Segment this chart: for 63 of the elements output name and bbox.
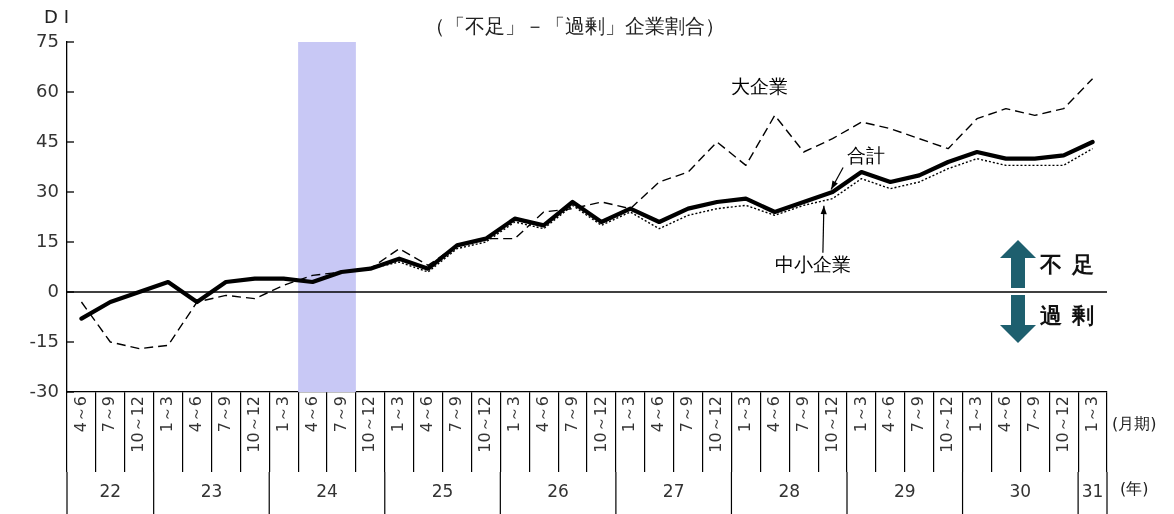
x-tick-label: 10～12 <box>590 396 610 453</box>
x-tick-label: 7～9 <box>330 396 350 433</box>
x2-tick-label: 31 <box>1081 480 1104 501</box>
x-tick-label: 4～6 <box>301 396 321 433</box>
y-tick-label: 75 <box>36 29 59 51</box>
annotation: 不足 <box>1040 252 1104 278</box>
x-tick-label: 7～9 <box>446 396 466 433</box>
x-tick-label: 1～3 <box>503 396 523 433</box>
y-tick-label: 45 <box>36 129 59 151</box>
x-tick-label: 7～9 <box>561 396 581 433</box>
y-tick-label: 60 <box>36 79 59 101</box>
x-axis-title: (月期) <box>1112 414 1157 434</box>
x-tick-label: 10～12 <box>128 396 148 453</box>
y-tick-label: 0 <box>47 279 59 301</box>
x-tick-label: 1～3 <box>850 396 870 433</box>
x-tick-label: 4～6 <box>763 396 783 433</box>
annotation: 過剰 <box>1040 303 1104 329</box>
x-tick-label: 4～6 <box>417 396 437 433</box>
x-tick-label: 7～9 <box>215 396 235 433</box>
x-tick-label: 1～3 <box>157 396 177 433</box>
x-tick-label: 10～12 <box>475 396 495 453</box>
series-label: 大企業 <box>731 75 789 98</box>
x2-axis-title: (年) <box>1120 479 1149 499</box>
y-tick-label: 30 <box>36 179 59 201</box>
x-tick-label: 10～12 <box>937 396 957 453</box>
series-label: 合計 <box>847 143 886 166</box>
x-tick-label: 4～6 <box>648 396 668 433</box>
x2-tick-label: 22 <box>99 480 122 501</box>
x-tick-label: 10～12 <box>1052 396 1072 453</box>
y-axis-title: D I <box>44 5 69 27</box>
x-tick-label: 1～3 <box>1081 396 1101 433</box>
x2-tick-label: 26 <box>547 480 569 501</box>
chart-title: （「不足」－「過剰」企業割合） <box>425 14 725 39</box>
x2-tick-label: 27 <box>662 480 685 501</box>
x2-tick-label: 30 <box>1009 480 1032 501</box>
x-tick-label: 10～12 <box>359 396 379 453</box>
x-tick-label: 7～9 <box>908 396 928 433</box>
x-tick-label: 7～9 <box>99 396 119 433</box>
x-tick-label: 1～3 <box>735 396 755 433</box>
x2-tick-label: 24 <box>316 480 338 501</box>
x-tick-label: 1～3 <box>388 396 408 433</box>
x2-tick-label: 28 <box>778 480 801 501</box>
x2-tick-label: 25 <box>431 480 454 501</box>
x-tick-label: 4～6 <box>995 396 1015 433</box>
y-tick-label: 15 <box>36 229 59 251</box>
x-tick-label: 1～3 <box>272 396 292 433</box>
series-label: 中小企業 <box>774 253 851 276</box>
y-tick-label: -15 <box>29 329 59 351</box>
x-tick-label: 7～9 <box>677 396 697 433</box>
x-tick-label: 10～12 <box>706 396 726 453</box>
x2-tick-label: 23 <box>200 480 223 501</box>
x-tick-label: 4～6 <box>70 396 90 433</box>
x-tick-label: 4～6 <box>532 396 552 433</box>
x-tick-label: 7～9 <box>1023 396 1043 433</box>
x-tick-label: 4～6 <box>879 396 899 433</box>
y-tick-label: -30 <box>29 379 59 401</box>
x-tick-label: 10～12 <box>821 396 841 453</box>
x2-tick-label: 29 <box>893 480 916 501</box>
x-tick-label: 7～9 <box>792 396 812 433</box>
x-tick-label: 1～3 <box>619 396 639 433</box>
x-tick-label: 1～3 <box>966 396 986 433</box>
x-tick-label: 4～6 <box>186 396 206 433</box>
x-tick-label: 10～12 <box>243 396 263 453</box>
